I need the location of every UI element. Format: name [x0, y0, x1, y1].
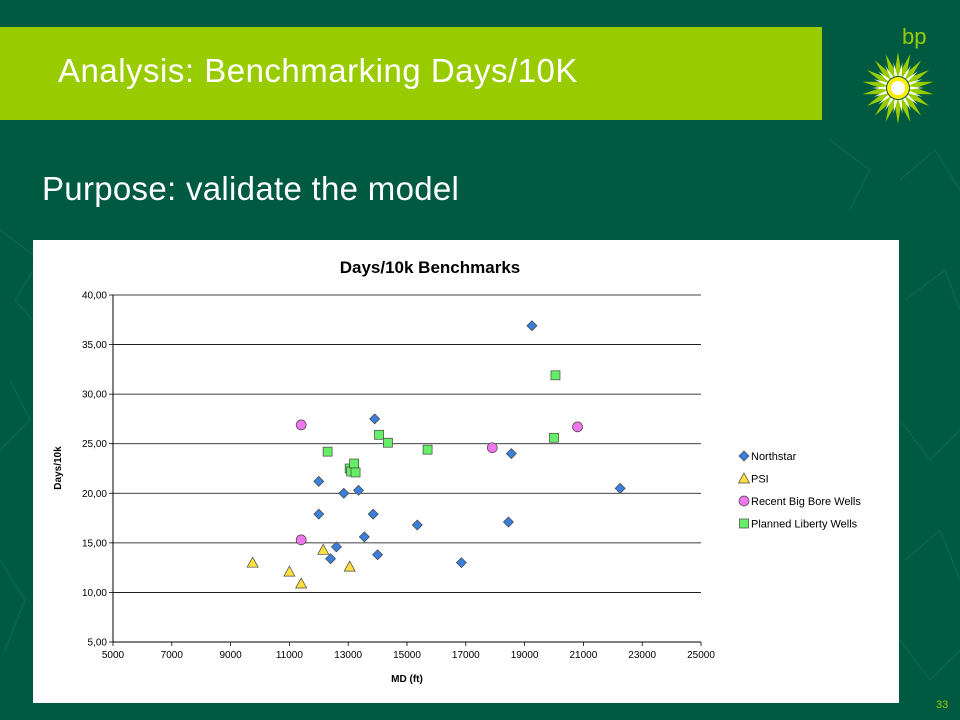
gridlines — [109, 294, 701, 643]
data-point — [246, 556, 259, 568]
data-point — [572, 421, 583, 433]
bp-logo-text: bp — [902, 24, 927, 49]
y-tick-label: 20,00 — [82, 489, 107, 500]
data-point — [549, 432, 559, 443]
data-point — [343, 560, 356, 572]
data-point — [349, 458, 359, 469]
data-point — [358, 531, 370, 543]
y-tick-label: 25,00 — [82, 439, 107, 450]
legend-item: PSI — [737, 472, 769, 486]
data-point — [455, 557, 467, 569]
legend-item: Northstar — [738, 450, 797, 463]
data-point — [486, 442, 498, 454]
legend-marker — [739, 518, 749, 529]
slide-number: 33 — [936, 699, 949, 711]
x-tick-labels: 5000 7000 9000 11000 13000 15000 17000 19000 210… — [102, 650, 715, 661]
data-point — [505, 448, 517, 460]
legend-label: Planned Liberty Wells — [751, 519, 858, 531]
series-2 — [295, 419, 583, 546]
series-1 — [246, 543, 356, 589]
data-point — [526, 320, 538, 332]
legend-marker — [738, 450, 750, 462]
series-0 — [313, 320, 626, 569]
slide-title: Analysis: Benchmarking Days/10K — [58, 52, 578, 89]
chart-legend: Northstar PSI Recent Big Bore Wells Planned… — [737, 450, 861, 531]
legend-label: Northstar — [751, 451, 797, 463]
chart-panel: Days/10k Benchmarks 5,00 10,00 15,00 20,00 2… — [33, 240, 899, 703]
data-point — [313, 475, 325, 487]
data-point — [374, 429, 384, 440]
data-point — [372, 549, 384, 561]
y-tick-labels: 5,00 10,00 15,00 20,00 25,00 30,00 35,00 40,00 — [82, 291, 107, 649]
axes — [112, 295, 702, 646]
data-point — [350, 467, 361, 478]
legend-label: Recent Big Bore Wells — [751, 496, 861, 508]
legend-item: Recent Big Bore Wells — [738, 495, 861, 508]
data-point — [614, 482, 626, 494]
y-tick-label: 5,00 — [88, 638, 108, 649]
y-tick-label: 15,00 — [82, 538, 107, 549]
scatter-chart: Days/10k Benchmarks 5,00 10,00 15,00 20,00 2… — [53, 258, 861, 685]
data-point — [352, 484, 364, 496]
x-tick-label: 25000 — [687, 650, 715, 661]
legend-marker — [738, 495, 750, 507]
x-tick-label: 23000 — [628, 650, 656, 661]
x-tick-label: 17000 — [452, 650, 480, 661]
data-point — [422, 444, 433, 455]
x-tick-label: 11000 — [276, 650, 304, 661]
x-tick-label: 5000 — [102, 650, 125, 661]
bp-helios-logo-icon — [862, 52, 934, 124]
data-point — [411, 519, 423, 531]
x-tick-label: 15000 — [393, 650, 421, 661]
data-point — [502, 516, 514, 528]
data-points — [246, 320, 626, 589]
data-point — [330, 541, 342, 553]
x-tick-label: 7000 — [161, 650, 184, 661]
data-point — [383, 437, 393, 448]
y-tick-label: 35,00 — [82, 340, 107, 351]
slide-subtitle: Purpose: validate the model — [42, 170, 460, 207]
x-tick-label: 21000 — [569, 650, 597, 661]
x-tick-label: 13000 — [334, 650, 362, 661]
data-point — [313, 508, 325, 520]
y-axis-label: Days/10k — [53, 446, 64, 490]
data-point — [369, 413, 381, 425]
data-point — [283, 565, 296, 577]
series-3 — [322, 370, 561, 478]
y-tick-label: 40,00 — [82, 291, 107, 302]
data-point — [317, 543, 330, 555]
data-point — [295, 419, 307, 431]
data-point — [367, 508, 379, 520]
data-point — [295, 534, 307, 546]
data-point — [325, 553, 337, 565]
data-point — [338, 487, 350, 499]
title-bar — [0, 27, 822, 120]
data-point — [322, 446, 333, 457]
y-tick-label: 30,00 — [82, 390, 107, 401]
y-tick-label: 10,00 — [82, 588, 107, 599]
x-tick-label: 19000 — [511, 650, 539, 661]
chart-title: Days/10k Benchmarks — [340, 258, 521, 277]
x-axis-label: MD (ft) — [391, 674, 423, 685]
data-point — [295, 577, 308, 589]
legend-item: Planned Liberty Wells — [739, 518, 858, 531]
legend-marker — [737, 472, 751, 484]
x-tick-label: 9000 — [219, 650, 242, 661]
data-point — [550, 370, 561, 381]
legend-label: PSI — [751, 474, 769, 486]
